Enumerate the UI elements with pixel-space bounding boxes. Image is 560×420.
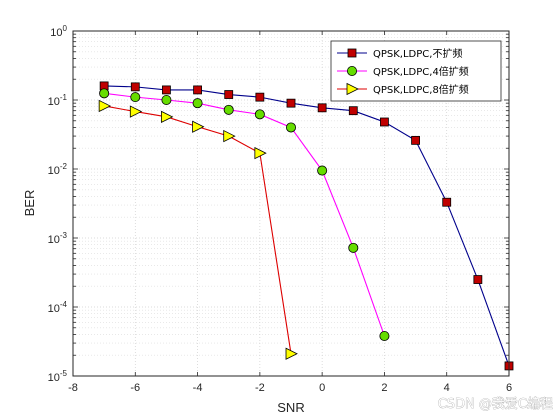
series-1-point: [162, 85, 171, 95]
series-1-point: [224, 90, 234, 99]
y-tick-base: 10: [48, 372, 60, 384]
x-tick-label: 6: [506, 382, 512, 394]
y-tick-base: 10: [48, 96, 60, 108]
series-2-point: [192, 98, 203, 109]
y-tick-label: 10-3: [48, 231, 68, 246]
series-3-point: [129, 105, 143, 118]
series-2-point: [99, 88, 110, 99]
series-1-point: [130, 82, 140, 92]
series-3-point: [192, 120, 205, 133]
x-tick-label: -8: [68, 382, 78, 394]
y-tick-exponent: -4: [60, 300, 68, 309]
series-1-point: [380, 117, 389, 127]
y-tick-label: 100: [50, 24, 67, 39]
series-1-point: [255, 92, 265, 102]
x-axis-label: SNR: [277, 400, 304, 415]
series-3-point: [254, 146, 267, 160]
x-tick-label: -2: [255, 382, 265, 394]
y-tick-label: 10-1: [48, 93, 68, 108]
y-tick-exponent: -3: [60, 231, 68, 240]
y-tick-base: 10: [48, 303, 60, 315]
y-tick-label: 10-5: [48, 369, 68, 384]
series-3-point: [223, 129, 236, 143]
y-tick-base: 10: [48, 234, 60, 246]
y-tick-exponent: -5: [60, 369, 68, 378]
series-1-point: [473, 275, 483, 284]
legend-label: QPSK,LDPC,4倍扩频: [373, 65, 469, 78]
legend-label: QPSK,LDPC,8倍扩频: [373, 83, 469, 96]
series-1-point: [193, 85, 202, 95]
series-2-point: [317, 165, 328, 176]
legend-swatch-marker: [346, 82, 359, 96]
series-3-point: [98, 99, 112, 113]
y-tick-base: 10: [48, 165, 60, 177]
x-tick-labels: -8 -6 -4 -2 0 2 4 6: [68, 382, 512, 394]
legend: QPSK,LDPC,不扩频 QPSK,LDPC,4倍扩频 QPSK,LDPC,8倍扩…: [330, 40, 502, 102]
y-tick-label: 10-4: [48, 300, 68, 315]
x-tick-label: 4: [444, 382, 450, 394]
y-tick-label: 10-2: [48, 162, 68, 177]
y-axis-label: BER: [22, 190, 37, 217]
series-2-point: [254, 109, 265, 120]
watermark: CSDN @我爱C编程: [438, 397, 553, 412]
series-2-point: [223, 104, 234, 115]
legend-label: QPSK,LDPC,不扩频: [373, 47, 462, 60]
series-2-point: [285, 122, 296, 133]
series-line-1: [104, 85, 510, 367]
axis-ticks: [72, 30, 510, 377]
series-1-point: [286, 98, 296, 108]
series-line-2: [104, 92, 385, 337]
series-3-point: [285, 347, 298, 360]
series-2-point: [161, 95, 172, 106]
x-tick-label: -4: [193, 382, 203, 394]
series-1-point: [411, 135, 420, 145]
x-tick-label: 0: [319, 382, 325, 394]
y-tick-exponent: 0: [63, 24, 68, 33]
y-tick-exponent: -1: [60, 93, 68, 102]
series-1-point: [442, 197, 452, 207]
series-1-point: [348, 106, 358, 116]
series-3-point: [161, 110, 174, 123]
series-2-point: [130, 92, 141, 103]
series-1-point: [317, 103, 327, 113]
series-2-point: [379, 330, 390, 341]
x-tick-label: 2: [381, 382, 387, 394]
series-2-point: [348, 242, 359, 253]
legend-swatch-marker: [347, 48, 357, 58]
y-tick-exponent: -2: [60, 162, 68, 171]
legend-swatch-marker: [346, 66, 357, 77]
y-tick-base: 10: [50, 27, 62, 39]
plot-frame: [72, 30, 510, 377]
x-tick-label: -6: [130, 382, 140, 394]
